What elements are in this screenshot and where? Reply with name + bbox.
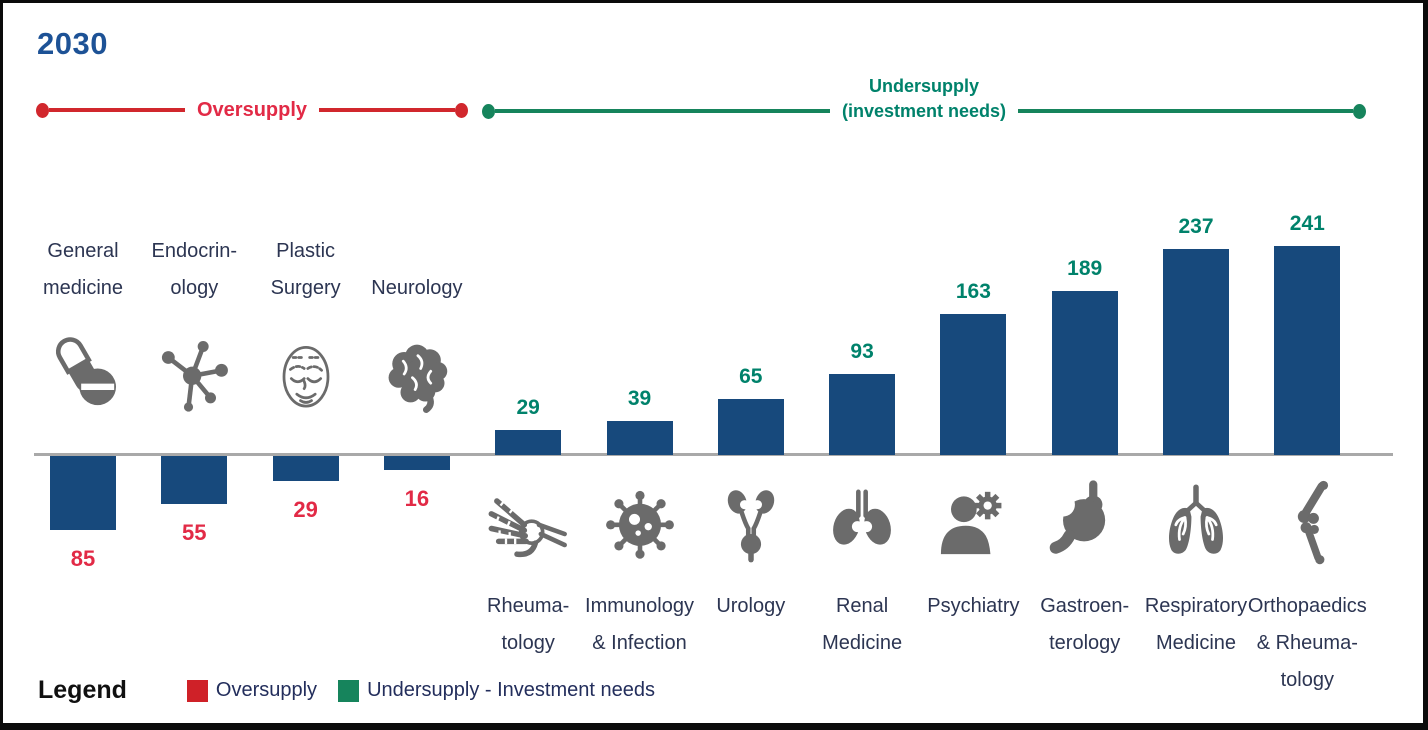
bar-rheuma-tology bbox=[495, 430, 562, 455]
zero-baseline bbox=[34, 453, 1393, 456]
value-label: 85 bbox=[70, 546, 96, 571]
value-label: 16 bbox=[404, 486, 430, 511]
value-label: 55 bbox=[182, 520, 207, 545]
axis-line-segment bbox=[495, 109, 830, 113]
legend-title: Legend bbox=[38, 676, 127, 704]
lungs-icon bbox=[1152, 477, 1240, 569]
category-label: Gastroen-terology bbox=[1040, 595, 1130, 654]
legend: Legend Oversupply Undersupply - Investmen… bbox=[38, 676, 676, 705]
urinary-system-icon bbox=[707, 477, 795, 569]
bar-respiratorymedicine bbox=[1163, 249, 1229, 455]
brain-icon bbox=[373, 328, 461, 420]
bar-neurology bbox=[383, 456, 450, 470]
oversupply-axis-line: Oversupply bbox=[36, 98, 469, 121]
undersupply-axis-line: Undersupply (investment needs) bbox=[482, 76, 1367, 121]
bar-gastroen-terology bbox=[1051, 291, 1118, 455]
value-label: 163 bbox=[955, 280, 991, 303]
axis-line-segment bbox=[319, 108, 456, 112]
frame-border-top bbox=[0, 0, 1428, 3]
value-label: 29 bbox=[516, 396, 540, 419]
category-label: Orthopaedics & Rheuma-tology bbox=[1247, 595, 1367, 691]
axis-endpoint-dot bbox=[455, 102, 469, 118]
category-label: Neurology bbox=[371, 277, 463, 299]
oversupply-axis-label: Oversupply bbox=[196, 98, 308, 121]
axis-line-segment bbox=[49, 108, 185, 112]
bar-generalmedicine bbox=[50, 456, 116, 530]
molecule-icon bbox=[150, 328, 238, 420]
pills-icon bbox=[39, 328, 127, 420]
virus-icon bbox=[596, 477, 684, 569]
face-icon bbox=[262, 328, 350, 420]
legend-swatch-oversupply bbox=[186, 679, 208, 702]
category-label: Urology bbox=[716, 595, 786, 617]
frame-border-left bbox=[0, 0, 3, 730]
category-label: General medicine bbox=[42, 240, 124, 299]
stomach-icon bbox=[1041, 477, 1129, 569]
bar-psychiatry bbox=[940, 314, 1007, 455]
legend-item-undersupply: Undersupply - Investment needs bbox=[338, 679, 655, 702]
bar-immunology-infection bbox=[606, 421, 673, 455]
undersupply-axis-label-line2: (investment needs) bbox=[841, 100, 1007, 121]
bar-endocrin-ology bbox=[161, 456, 228, 504]
legend-label: Undersupply - Investment needs bbox=[367, 679, 655, 701]
knee-joint-icon bbox=[1263, 477, 1351, 569]
value-label: 39 bbox=[627, 387, 652, 410]
category-label: Respiratory Medicine bbox=[1144, 595, 1248, 654]
category-label: Renal Medicine bbox=[822, 595, 903, 654]
value-label: 65 bbox=[739, 365, 763, 388]
chart-year-title: 2030 bbox=[37, 26, 108, 61]
axis-endpoint-dot bbox=[1353, 103, 1367, 119]
skeletal-hand-icon bbox=[484, 477, 572, 569]
category-label: Plastic Surgery bbox=[270, 240, 341, 299]
value-label: 189 bbox=[1067, 257, 1103, 280]
axis-line-segment bbox=[1018, 109, 1354, 113]
kidneys-icon bbox=[818, 477, 906, 569]
category-label: Psychiatry bbox=[927, 595, 1020, 617]
category-label: Endocrin-ology bbox=[151, 240, 238, 299]
value-label: 241 bbox=[1289, 212, 1325, 235]
head-gear-icon bbox=[929, 477, 1017, 569]
legend-swatch-undersupply bbox=[338, 679, 360, 702]
value-label: 237 bbox=[1178, 215, 1214, 238]
frame-border-bottom bbox=[0, 723, 1428, 730]
legend-label: Oversupply bbox=[215, 679, 318, 701]
bar-urology bbox=[717, 399, 784, 455]
bar-orthopaedics-rheuma-tology bbox=[1274, 246, 1341, 455]
axis-endpoint-dot bbox=[482, 103, 495, 119]
category-label: Rheuma-tology bbox=[487, 595, 570, 654]
legend-items: Oversupply Undersupply - Investment needs bbox=[186, 679, 676, 702]
bar-plasticsurgery bbox=[272, 456, 339, 481]
undersupply-axis-label-line1: Undersupply bbox=[868, 76, 979, 96]
axis-endpoint-dot bbox=[36, 102, 49, 118]
category-label: Immunology & Infection bbox=[585, 595, 694, 654]
bar-renalmedicine bbox=[829, 374, 896, 455]
legend-item-oversupply: Oversupply bbox=[186, 679, 318, 702]
value-label: 93 bbox=[850, 340, 874, 363]
frame-border-right bbox=[1423, 0, 1428, 730]
value-label: 29 bbox=[293, 497, 318, 522]
